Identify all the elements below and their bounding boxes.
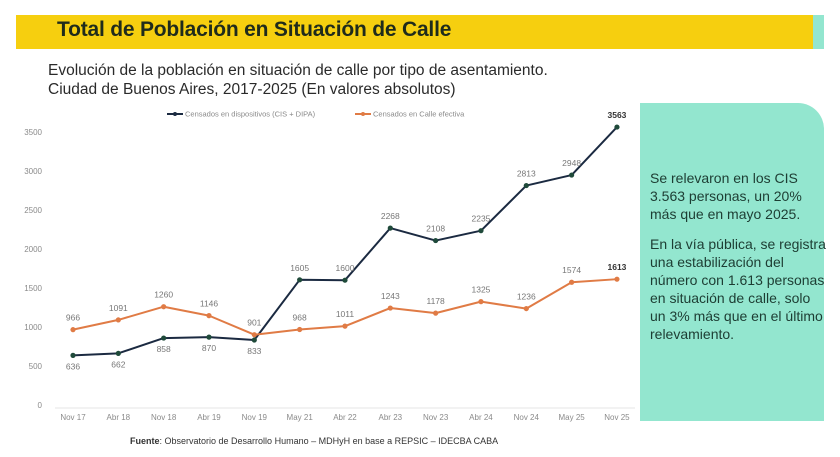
x-tick-label: Abr 22 [333,413,357,422]
x-tick-label: Nov 25 [604,413,630,422]
data-point [478,299,484,305]
series-calle-efectiva: 966 1091 1260 1146 901 968 1011 1243 1178 1325 123… [66,262,627,338]
x-tick-label: Abr 18 [107,413,131,422]
chart-subtitle-line-2: Ciudad de Buenos Aires, 2017-2025 (En va… [48,81,456,98]
data-label: 2813 [517,169,536,179]
data-point [70,327,76,333]
data-point [251,337,257,343]
data-label: 1260 [154,290,173,300]
data-point [433,310,439,316]
x-tick-label: Abr 23 [379,413,403,422]
data-point [342,323,348,329]
data-label: 2108 [426,224,445,234]
x-tick-label: May 25 [559,413,586,422]
data-point [161,304,167,310]
source-label: Fuente [130,436,160,446]
data-point [115,350,121,356]
x-tick-label: Nov 23 [423,413,449,422]
data-point [70,352,76,358]
data-point [433,237,439,244]
data-label: 1600 [336,263,355,273]
y-tick-label: 3500 [24,128,42,137]
data-label: 636 [66,361,80,371]
x-tick-label: Nov 17 [60,413,86,422]
banner-accent [813,15,824,49]
data-label: 1613 [607,262,626,272]
source-note: Fuente: Observatorio de Desarrollo Human… [130,436,498,446]
data-label: 870 [202,343,216,353]
y-tick-label: 0 [38,401,43,410]
x-tick-label: Nov 24 [514,413,540,422]
data-label: 833 [247,346,261,356]
data-point [478,228,484,234]
series-line [72,126,618,357]
data-label: 901 [247,318,261,328]
summary-paragraph-cis: Se relevaron en los CIS 3.563 personas, … [650,170,802,222]
legend-label: Censados en Calle efectiva [373,110,465,119]
legend-label: Censados en dispositivos (CIS + DIPA) [185,110,316,119]
data-label: 2268 [381,211,400,221]
data-label: 1574 [562,265,581,275]
x-tick-label: Nov 19 [242,413,268,422]
legend-marker [173,112,177,116]
data-point [387,225,393,231]
data-label: 1091 [109,303,128,313]
data-label: 662 [111,359,125,369]
chart-legend: Censados en dispositivos (CIS + DIPA) Cen… [167,110,465,119]
data-label: 966 [66,313,80,323]
summary-panel: Se relevaron en los CIS 3.563 personas, … [640,103,826,421]
data-label: 1146 [200,299,219,309]
y-tick-label: 1000 [24,323,42,332]
page-title: Total de Población en Situación de Calle [57,18,452,41]
data-label: 1605 [290,263,309,273]
y-tick-label: 500 [29,362,43,371]
source-text: : Observatorio de Desarrollo Humano – MD… [159,436,499,446]
data-label: 858 [157,344,171,354]
data-point [206,313,212,319]
x-tick-label: May 21 [287,413,314,422]
data-label: 1325 [472,285,491,295]
data-point [614,124,620,130]
title-banner [16,15,813,49]
data-label: 968 [293,312,307,322]
data-point [297,277,303,283]
line-chart: 0 500 1000 1500 2000 2500 3000 3500 Nov 17 Abr 1… [24,110,635,422]
data-label: 1011 [336,309,355,319]
data-point [387,305,393,311]
data-label: 2235 [472,214,491,224]
data-point [297,326,303,333]
x-tick-label: Nov 18 [151,413,177,422]
data-point [206,334,212,340]
y-tick-label: 2500 [24,206,42,215]
x-tick-label: Abr 19 [197,413,221,422]
data-label: 3563 [607,110,626,120]
y-tick-label: 1500 [24,284,42,293]
data-label: 1178 [426,296,445,306]
y-tick-label: 3000 [24,167,42,176]
data-label: 1236 [517,292,536,302]
summary-paragraph-via-publica: En la vía pública, se registra una estab… [650,236,826,342]
data-point [161,335,167,341]
y-tick-label: 2000 [24,245,42,254]
data-label: 2948 [562,158,581,168]
data-label: 1243 [381,291,400,301]
data-point [523,182,529,189]
chart-subtitle-line-1: Evolución de la población en situación d… [48,62,548,79]
data-point [115,317,121,323]
data-point [523,305,529,312]
x-axis: Nov 17 Abr 18 Nov 18 Abr 19 Nov 19 May 21 Abr … [60,413,630,422]
data-point [614,276,620,282]
data-point [342,277,348,283]
series-dispositivos: 636 662 858 870 833 1605 1600 2268 2108 2235 2813 2… [66,110,627,371]
data-point [251,332,257,338]
data-point [569,279,575,285]
y-axis: 0 500 1000 1500 2000 2500 3000 3500 [24,128,42,410]
x-tick-label: Abr 24 [469,413,493,422]
chart-series: 636 662 858 870 833 1605 1600 2268 2108 2235 2813 2… [66,110,627,371]
legend-marker [361,112,365,116]
data-point [569,172,575,178]
